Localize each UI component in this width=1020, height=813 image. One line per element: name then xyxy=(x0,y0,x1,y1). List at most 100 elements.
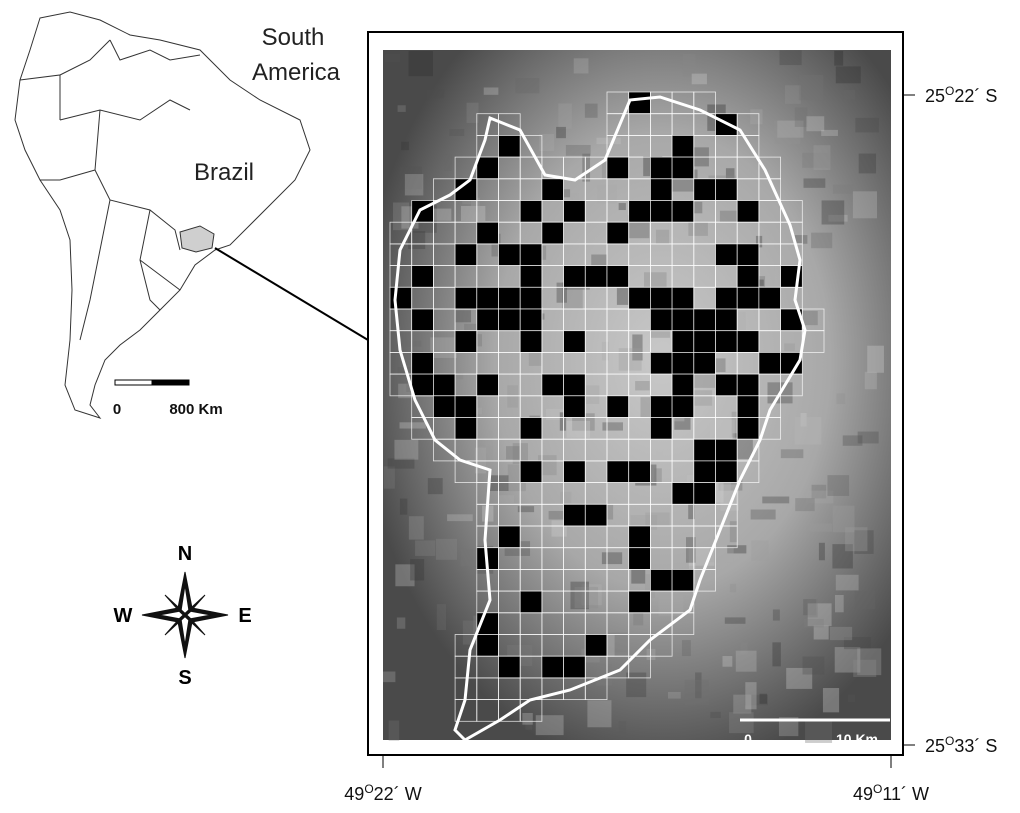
sampled-cell xyxy=(716,331,738,353)
sampled-cell xyxy=(520,461,542,483)
sampled-cell xyxy=(455,287,477,309)
sampled-cell xyxy=(629,201,651,223)
latitude-label: 25O22´ S xyxy=(925,84,997,106)
texture-patch xyxy=(795,107,808,127)
sampled-cell xyxy=(650,352,672,374)
sampled-cell xyxy=(629,92,651,114)
texture-patch xyxy=(804,619,824,627)
sampled-cell xyxy=(759,287,781,309)
texture-patch xyxy=(843,435,863,445)
texture-patch xyxy=(428,478,443,494)
texture-patch xyxy=(822,200,845,224)
sampled-cell xyxy=(672,331,694,353)
texture-patch xyxy=(415,540,435,555)
sampled-cell xyxy=(477,635,499,657)
texture-patch xyxy=(385,54,400,62)
texture-patch xyxy=(785,85,801,104)
sampled-cell xyxy=(737,396,759,418)
texture-patch xyxy=(656,451,662,460)
sampled-cell xyxy=(564,656,586,678)
sampled-cell xyxy=(759,352,781,374)
sampled-cell xyxy=(672,374,694,396)
sampled-cell xyxy=(520,591,542,613)
sampled-cell xyxy=(607,461,629,483)
sampled-cell xyxy=(607,157,629,179)
sampled-cell xyxy=(607,396,629,418)
compass-label: N xyxy=(178,543,192,565)
sampled-cell xyxy=(499,287,521,309)
sampled-cell xyxy=(520,331,542,353)
texture-patch xyxy=(683,54,696,77)
texture-patch xyxy=(587,700,611,727)
sampled-cell xyxy=(520,309,542,331)
texture-patch xyxy=(408,231,425,249)
sampled-cell xyxy=(672,157,694,179)
sampled-cell xyxy=(650,418,672,440)
texture-patch xyxy=(795,417,822,444)
texture-patch xyxy=(865,372,877,390)
texture-patch xyxy=(394,440,418,460)
scale-label: 0 xyxy=(113,401,121,418)
texture-patch xyxy=(837,393,846,404)
texture-patch xyxy=(389,721,400,741)
compass-rose: N W E S xyxy=(114,543,252,689)
texture-patch xyxy=(427,89,444,98)
sampled-cell xyxy=(716,287,738,309)
scale-bar xyxy=(115,380,152,385)
sampled-cell xyxy=(650,201,672,223)
sampled-cell xyxy=(672,483,694,505)
sampled-cell xyxy=(716,244,738,266)
texture-patch xyxy=(759,265,774,291)
sampled-cell xyxy=(694,179,716,201)
continent-label: South xyxy=(262,24,325,51)
texture-patch xyxy=(484,87,499,94)
texture-patch xyxy=(799,75,823,100)
texture-patch xyxy=(725,617,746,623)
texture-patch xyxy=(853,191,877,218)
texture-patch xyxy=(515,78,539,93)
texture-patch xyxy=(430,337,457,358)
connector xyxy=(215,248,368,340)
sampled-cell xyxy=(499,244,521,266)
texture-patch xyxy=(685,680,709,705)
texture-patch xyxy=(585,104,598,118)
sampled-cell xyxy=(412,374,434,396)
sampled-cell xyxy=(564,396,586,418)
texture-patch xyxy=(844,90,855,100)
texture-patch xyxy=(405,174,423,195)
sampled-cell xyxy=(477,222,499,244)
scale-label: 0 xyxy=(744,731,752,747)
sampled-cell xyxy=(455,418,477,440)
texture-patch xyxy=(490,475,508,491)
sampled-cell xyxy=(629,526,651,548)
texture-patch xyxy=(848,694,855,702)
texture-patch xyxy=(455,310,471,322)
texture-patch xyxy=(436,539,457,560)
sampled-cell xyxy=(477,309,499,331)
texture-patch xyxy=(556,127,566,138)
sampled-cell xyxy=(629,548,651,570)
sampled-cell xyxy=(672,309,694,331)
texture-patch xyxy=(827,475,849,496)
inset-map: South America Brazil 0 800 Km xyxy=(15,12,368,418)
country-label: Brazil xyxy=(194,159,254,186)
sampled-cell xyxy=(716,461,738,483)
texture-patch xyxy=(619,721,627,736)
texture-patch xyxy=(751,510,776,520)
sampled-cell xyxy=(737,266,759,288)
texture-patch xyxy=(814,626,829,640)
texture-patch xyxy=(859,154,876,174)
texture-patch xyxy=(730,521,737,542)
sampled-cell xyxy=(499,135,521,157)
latitude-label: 25O33´ S xyxy=(925,734,997,756)
compass-label: S xyxy=(178,667,191,689)
sampled-cell xyxy=(499,656,521,678)
texture-patch xyxy=(566,145,591,156)
texture-patch xyxy=(574,58,589,73)
sampled-cell xyxy=(564,201,586,223)
texture-patch xyxy=(781,449,804,458)
texture-patch xyxy=(558,103,572,128)
texture-patch xyxy=(813,145,830,170)
sampled-cell xyxy=(585,635,607,657)
sampled-cell xyxy=(737,201,759,223)
